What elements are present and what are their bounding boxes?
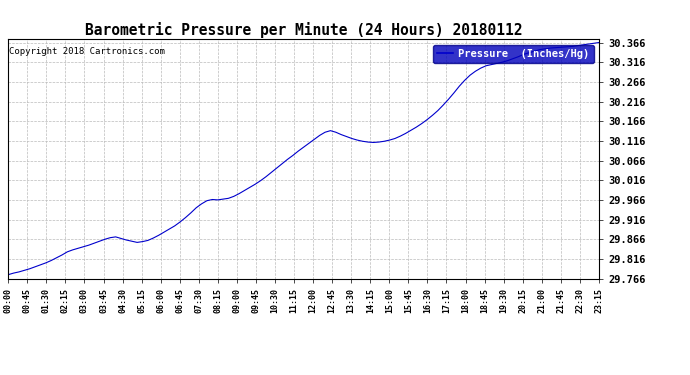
Legend: Pressure  (Inches/Hg): Pressure (Inches/Hg) [433,45,593,63]
Title: Barometric Pressure per Minute (24 Hours) 20180112: Barometric Pressure per Minute (24 Hours… [85,22,522,38]
Text: Copyright 2018 Cartronics.com: Copyright 2018 Cartronics.com [10,46,166,56]
